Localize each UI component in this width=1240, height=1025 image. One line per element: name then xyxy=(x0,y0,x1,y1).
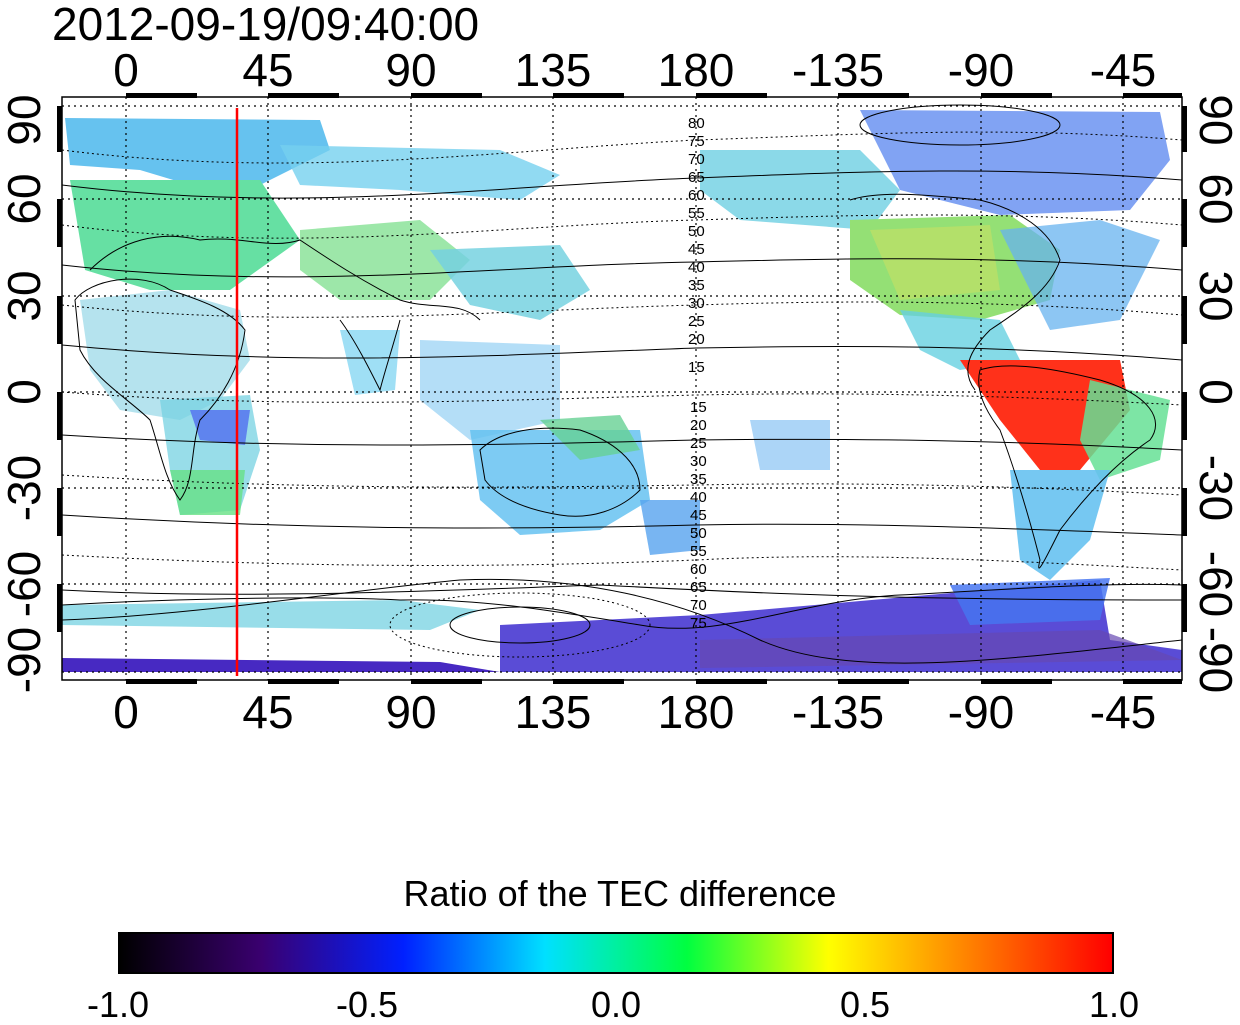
colorbar-tick-label: 0.5 xyxy=(839,984,891,1025)
mlat-label: 75 xyxy=(690,615,707,632)
south-mlat-labels: 15 20 25 30 35 40 45 50 55 60 65 70 75 xyxy=(690,399,707,632)
top-lon-label: -90 xyxy=(948,44,1014,96)
colorbar-title: Ratio of the TEC difference xyxy=(403,873,837,914)
colorbar xyxy=(118,932,1114,974)
mlat-label: 70 xyxy=(688,151,705,168)
left-lat-label: 0 xyxy=(0,379,50,405)
mlat-label: 65 xyxy=(688,169,705,186)
mlat-label: 15 xyxy=(690,399,707,416)
left-latitude-labels: 90 60 30 0 -30 -60 -90 xyxy=(0,94,50,693)
tec-map: 0 45 90 135 180 -135 -90 -45 0 45 90 135… xyxy=(0,44,1240,738)
mlat-label: 45 xyxy=(688,241,705,258)
mlat-label: 55 xyxy=(690,543,707,560)
coastlines xyxy=(62,193,1182,629)
right-lat-label: 0 xyxy=(1190,379,1240,405)
colorbar-tick-label: -1.0 xyxy=(86,984,150,1025)
top-lon-label: 0 xyxy=(113,44,139,96)
mlat-label: 35 xyxy=(688,277,705,294)
bottom-lon-label: -90 xyxy=(948,686,1014,738)
map-border-bars xyxy=(57,93,1187,684)
right-lat-label: -60 xyxy=(1190,551,1240,617)
top-lon-label: -135 xyxy=(792,44,884,96)
mlat-label: 65 xyxy=(690,579,707,596)
tec-ratio-data-layer xyxy=(62,110,1182,672)
top-lon-label: 45 xyxy=(242,44,293,96)
bottom-lon-label: -45 xyxy=(1090,686,1156,738)
left-lat-label: 30 xyxy=(0,270,50,321)
magnetic-latitude-contours xyxy=(62,104,1182,664)
mlat-label: 15 xyxy=(688,359,705,376)
mlat-label: 50 xyxy=(688,223,705,240)
left-lat-label: 90 xyxy=(0,94,50,145)
top-lon-label: 135 xyxy=(515,44,592,96)
top-longitude-labels: 0 45 90 135 180 -135 -90 -45 xyxy=(113,44,1156,96)
map-grid xyxy=(62,97,1182,680)
right-lat-label: -30 xyxy=(1190,455,1240,521)
right-lat-label: 60 xyxy=(1190,173,1240,224)
bottom-lon-label: 0 xyxy=(113,686,139,738)
mlat-label: 30 xyxy=(688,295,705,312)
mlat-label: 55 xyxy=(688,205,705,222)
mlat-label: 75 xyxy=(688,133,705,150)
mlat-label: 25 xyxy=(688,313,705,330)
bottom-lon-label: -135 xyxy=(792,686,884,738)
top-lon-label: 180 xyxy=(658,44,735,96)
right-lat-label: 90 xyxy=(1190,94,1240,145)
right-lat-label: 30 xyxy=(1190,270,1240,321)
mlat-label: 50 xyxy=(690,525,707,542)
mlat-label: 70 xyxy=(690,597,707,614)
mlat-label: 20 xyxy=(688,331,705,348)
bottom-lon-label: 180 xyxy=(658,686,735,738)
north-mlat-labels: 80 75 70 65 60 55 50 45 40 35 30 25 20 1… xyxy=(688,115,705,376)
bottom-longitude-labels: 0 45 90 135 180 -135 -90 -45 xyxy=(113,686,1156,738)
mlat-label: 30 xyxy=(690,453,707,470)
left-lat-label: -30 xyxy=(0,455,50,521)
left-lat-label: -60 xyxy=(0,551,50,617)
top-lon-label: -45 xyxy=(1090,44,1156,96)
bottom-lon-label: 90 xyxy=(385,686,436,738)
left-lat-label: -90 xyxy=(0,627,50,693)
map-timestamp: 2012-09-19/09:40:00 xyxy=(52,0,480,50)
mlat-label: 40 xyxy=(690,489,707,506)
mlat-label: 80 xyxy=(688,115,705,132)
bottom-lon-label: 45 xyxy=(242,686,293,738)
colorbar-tick-label: 1.0 xyxy=(1088,984,1140,1025)
colorbar-tick-label: -0.5 xyxy=(335,984,399,1025)
mlat-label: 60 xyxy=(690,561,707,578)
mlat-label: 25 xyxy=(690,435,707,452)
mlat-label: 35 xyxy=(690,471,707,488)
mlat-label: 20 xyxy=(690,417,707,434)
mlat-label: 40 xyxy=(688,259,705,276)
mlat-label: 45 xyxy=(690,507,707,524)
bottom-lon-label: 135 xyxy=(515,686,592,738)
colorbar-tick-label: 0.0 xyxy=(590,984,642,1025)
top-lon-label: 90 xyxy=(385,44,436,96)
right-latitude-labels: 90 60 30 0 -30 -60 -90 xyxy=(1190,94,1240,693)
left-lat-label: 60 xyxy=(0,173,50,224)
mlat-label: 60 xyxy=(688,187,705,204)
right-lat-label: -90 xyxy=(1190,627,1240,693)
